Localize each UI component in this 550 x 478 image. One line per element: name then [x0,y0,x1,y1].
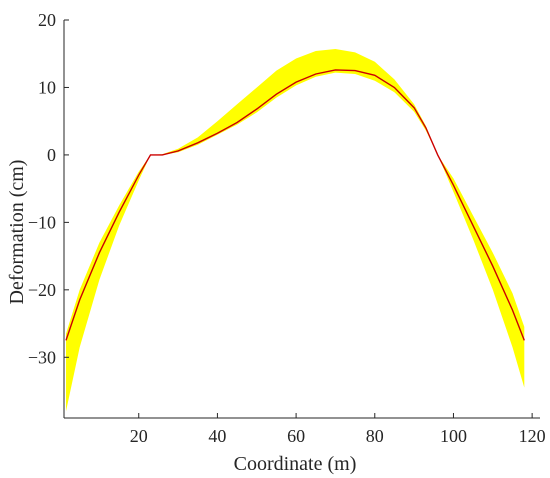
y-tick-label: 0 [47,145,56,165]
y-tick-label: −20 [28,280,56,300]
y-tick-label: 10 [38,77,56,97]
x-tick-label: 120 [519,426,546,446]
y-tick-label: −10 [28,212,56,232]
x-tick-label: 100 [440,426,467,446]
x-tick-label: 40 [208,426,226,446]
x-tick-label: 60 [287,426,305,446]
y-tick-label: 20 [38,10,56,30]
confidence-band [66,49,525,412]
plot-area [65,49,525,412]
mean-deformation-line [65,69,525,341]
y-axis-label: Deformation (cm) [6,160,28,305]
x-tick-label: 80 [366,426,384,446]
y-tick-label: −30 [28,347,56,367]
x-axis-label: Coordinate (m) [234,453,357,475]
x-tick-label: 20 [130,426,148,446]
